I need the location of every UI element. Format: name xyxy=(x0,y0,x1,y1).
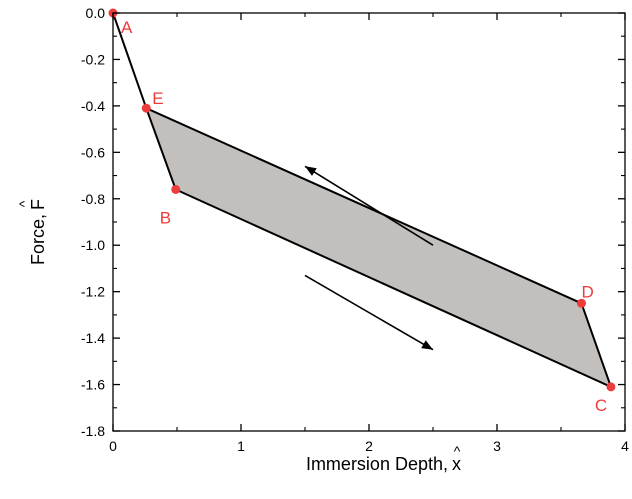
x-axis-title: Immersion Depth, xyxy=(306,454,448,474)
direction-arrow-line xyxy=(304,274,434,351)
direction-arrow-line xyxy=(304,165,434,246)
point-label-e: E xyxy=(152,89,163,108)
x-tick-label: 1 xyxy=(237,438,245,454)
y-axis-hat: ^ xyxy=(16,200,32,207)
point-label-d: D xyxy=(581,282,593,301)
y-tick-label: -1.8 xyxy=(81,423,105,439)
y-axis-title-group: Force, F ^ xyxy=(16,199,48,265)
y-tick-label: -0.6 xyxy=(81,144,105,160)
y-tick-label: -1.0 xyxy=(81,237,105,253)
tick-layer: 0 1 2 3 4 0.0 -0.2 -0.4 -0.6 -0.8 -1.0 -1.2 -1.4 -1.6… xyxy=(81,5,629,454)
y-tick-label: -0.2 xyxy=(81,51,105,67)
y-tick-label: -1.6 xyxy=(81,377,105,393)
y-axis-title: Force, xyxy=(28,214,48,265)
x-axis-hat: ^ xyxy=(454,443,461,459)
plot-layer: A E B D C xyxy=(108,8,616,415)
y-tick-label: -0.8 xyxy=(81,191,105,207)
point-c xyxy=(606,382,616,392)
point-e xyxy=(141,103,151,113)
direction-arrow-head xyxy=(305,166,317,176)
y-axis-variable: F xyxy=(28,199,48,210)
shaded-region xyxy=(146,108,611,387)
y-tick-label: -1.4 xyxy=(81,330,105,346)
x-axis-variable: x xyxy=(452,454,461,474)
x-tick-label: 2 xyxy=(365,438,373,454)
y-tick-label: -1.2 xyxy=(81,284,105,300)
y-tick-label: 0.0 xyxy=(86,5,106,21)
point-label-b: B xyxy=(160,208,171,227)
segment-b-c xyxy=(174,188,612,388)
segment-e-b xyxy=(145,107,177,191)
segment-c-d xyxy=(580,302,612,388)
segment-a-e xyxy=(112,12,148,110)
point-d xyxy=(576,298,586,308)
x-tick-label: 4 xyxy=(621,438,629,454)
segment-d-e xyxy=(145,107,583,305)
point-label-c: C xyxy=(595,396,607,415)
x-tick-label: 0 xyxy=(109,438,117,454)
y-tick-label: -0.4 xyxy=(81,98,105,114)
direction-arrow-head xyxy=(421,340,433,350)
point-b xyxy=(171,184,181,194)
point-label-a: A xyxy=(121,18,133,37)
x-tick-label: 3 xyxy=(493,438,501,454)
